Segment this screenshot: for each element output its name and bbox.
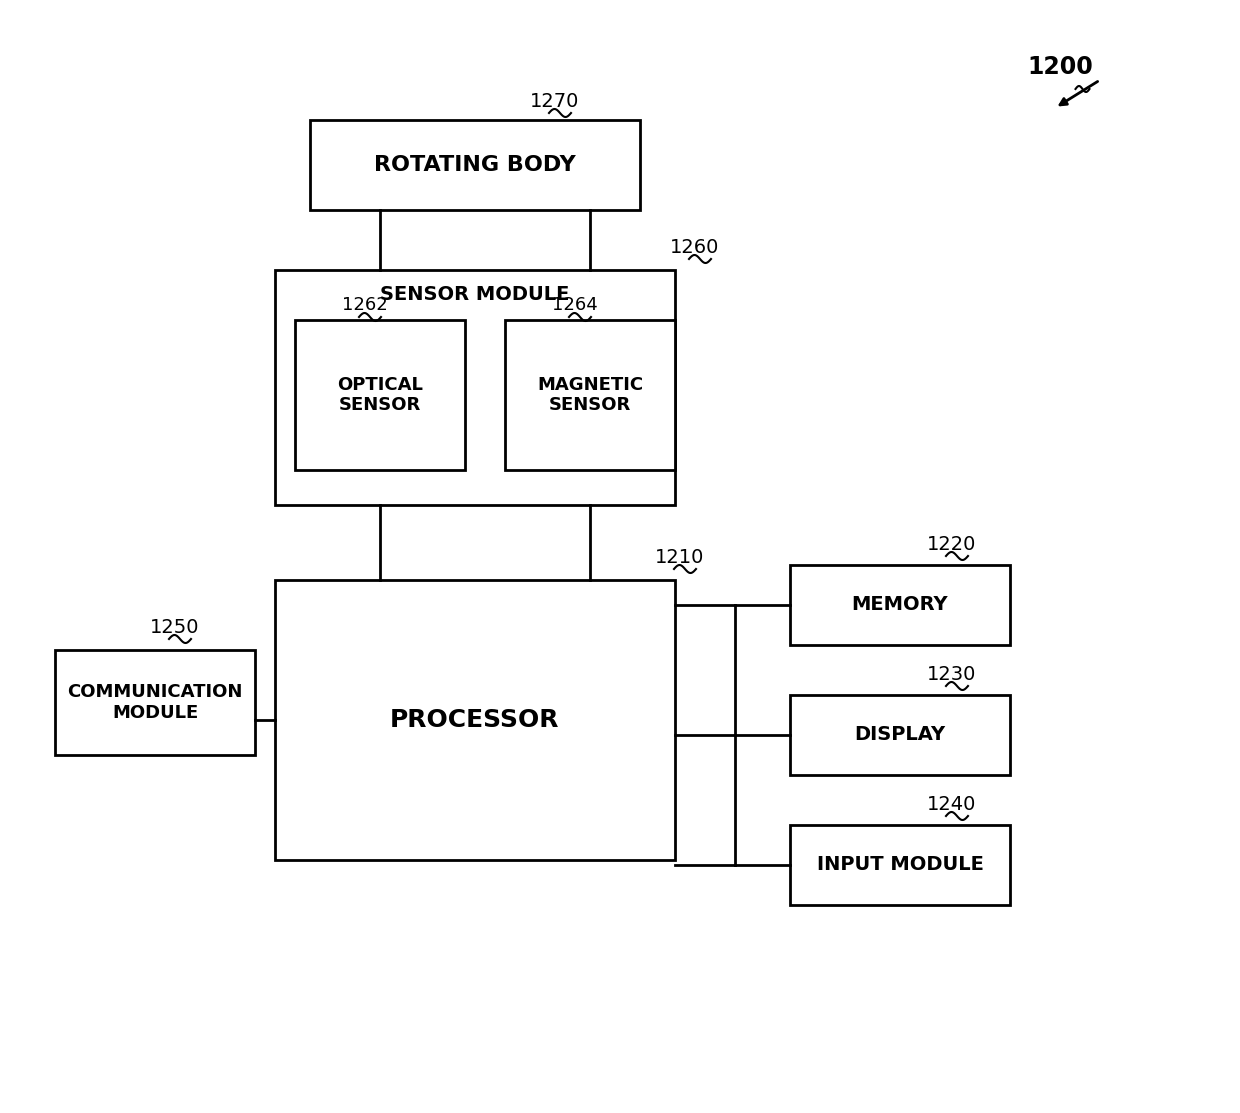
Bar xyxy=(275,580,675,860)
Bar xyxy=(295,321,465,470)
Bar xyxy=(55,650,255,755)
Text: SENSOR MODULE: SENSOR MODULE xyxy=(381,286,569,305)
Text: 1240: 1240 xyxy=(928,795,977,814)
Bar xyxy=(790,695,1011,775)
Text: MEMORY: MEMORY xyxy=(852,595,949,614)
Text: INPUT MODULE: INPUT MODULE xyxy=(817,856,983,875)
Bar xyxy=(310,120,640,210)
Text: 1250: 1250 xyxy=(150,618,200,637)
Text: 1230: 1230 xyxy=(928,664,977,684)
Text: 1220: 1220 xyxy=(928,535,977,554)
Bar xyxy=(275,270,675,505)
Text: DISPLAY: DISPLAY xyxy=(854,726,946,745)
Text: 1260: 1260 xyxy=(671,238,719,257)
Text: 1262: 1262 xyxy=(342,296,388,314)
Text: 1270: 1270 xyxy=(531,92,579,111)
Text: OPTICAL
SENSOR: OPTICAL SENSOR xyxy=(337,375,423,414)
Text: PROCESSOR: PROCESSOR xyxy=(391,708,559,732)
Text: ROTATING BODY: ROTATING BODY xyxy=(374,155,575,175)
Text: 1264: 1264 xyxy=(552,296,598,314)
Text: 1200: 1200 xyxy=(1027,55,1092,79)
Text: MAGNETIC
SENSOR: MAGNETIC SENSOR xyxy=(537,375,644,414)
Bar xyxy=(790,825,1011,905)
Text: COMMUNICATION
MODULE: COMMUNICATION MODULE xyxy=(67,683,243,722)
Bar xyxy=(790,565,1011,646)
Bar xyxy=(505,321,675,470)
Text: 1210: 1210 xyxy=(655,548,704,567)
